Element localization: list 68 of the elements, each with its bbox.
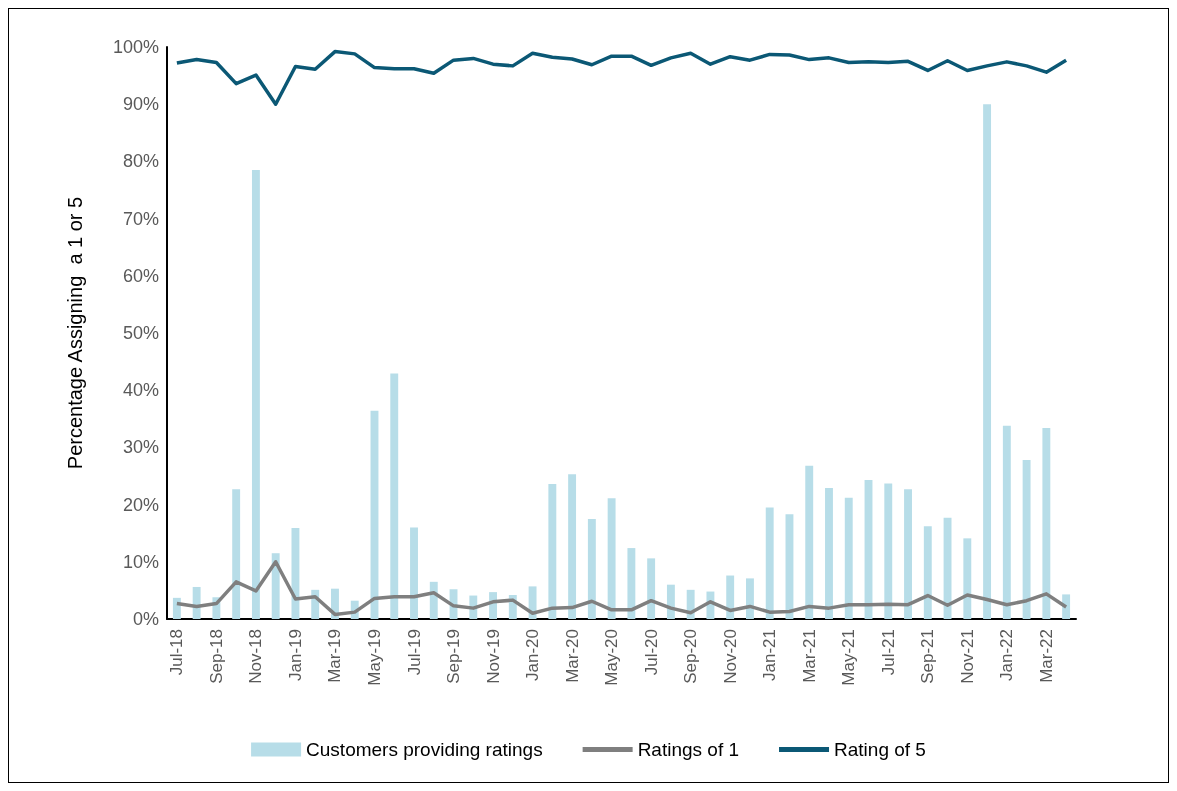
bar (825, 488, 833, 619)
bar (390, 373, 399, 619)
y-tick-label: 10% (122, 551, 159, 572)
x-tick-label: Sep-18 (206, 629, 226, 684)
bar (607, 498, 616, 619)
y-tick-label: 40% (122, 380, 159, 401)
bar (805, 465, 814, 619)
y-tick-label: 60% (122, 265, 159, 286)
y-tick-label: 50% (122, 323, 159, 343)
line-series (175, 49, 1068, 106)
x-tick-label: Sep-21 (918, 629, 938, 684)
bar (983, 104, 992, 619)
x-tick-label: Sep-20 (681, 629, 701, 684)
x-tick-label: May-19 (364, 629, 384, 686)
x-tick-label: Jan-20 (523, 629, 543, 681)
bar (548, 484, 557, 619)
bar (172, 597, 181, 619)
bar (726, 575, 735, 619)
bar (627, 548, 636, 619)
y-tick-label: 30% (122, 437, 159, 458)
y-tick-label: 0% (132, 609, 159, 629)
bar (1062, 594, 1071, 619)
bar (765, 507, 774, 619)
x-tick-label: Jul-19 (404, 629, 424, 676)
x-tick-label: Nov-18 (246, 629, 266, 684)
bar (291, 528, 300, 619)
x-tick-label: May-21 (839, 629, 859, 686)
x-tick-label: Nov-20 (720, 629, 740, 684)
x-tick-label: Jan-22 (997, 629, 1017, 681)
x-tick-label: May-20 (602, 629, 622, 686)
legend-label: Customers providing ratings (306, 739, 543, 760)
bar (963, 538, 972, 619)
y-axis-title: Percentage Assigning a 1 or 5 (64, 196, 86, 470)
x-tick-label: Mar-19 (325, 629, 345, 683)
y-tick-label: 100% (112, 37, 159, 57)
bar (568, 474, 577, 619)
legend-label: Ratings of 1 (637, 739, 740, 760)
x-tick-label: Nov-19 (483, 629, 503, 684)
bar (232, 489, 241, 619)
x-tick-label: Jan-21 (760, 629, 780, 681)
x-tick-label: Mar-22 (1036, 629, 1056, 683)
bar (410, 527, 418, 619)
x-tick-label: Mar-21 (799, 629, 819, 683)
y-tick-label: 20% (122, 494, 159, 515)
bar (884, 483, 893, 619)
bar (647, 558, 656, 619)
bar (943, 517, 952, 619)
x-tick-label: Sep-19 (444, 629, 464, 684)
line-series (175, 560, 1068, 617)
x-tick-label: Jul-21 (878, 629, 898, 676)
bar (1022, 459, 1031, 619)
bar (904, 489, 912, 619)
y-tick-label: 70% (122, 208, 159, 229)
bar (844, 497, 853, 619)
y-tick-label: 80% (122, 151, 159, 172)
bar (587, 518, 596, 619)
bar (745, 578, 754, 619)
bar (1042, 427, 1051, 619)
bar (251, 169, 260, 619)
x-tick-label: Jul-20 (641, 629, 661, 676)
x-tick-label: Jul-18 (167, 629, 187, 676)
bar (923, 526, 932, 619)
x-tick-label: Jan-19 (285, 629, 305, 681)
legend-label: Rating of 5 (834, 739, 926, 760)
y-tick-label: 90% (122, 94, 159, 115)
bar (1002, 425, 1011, 619)
x-tick-label: Mar-20 (562, 629, 582, 683)
x-tick-label: Nov-21 (957, 629, 977, 684)
